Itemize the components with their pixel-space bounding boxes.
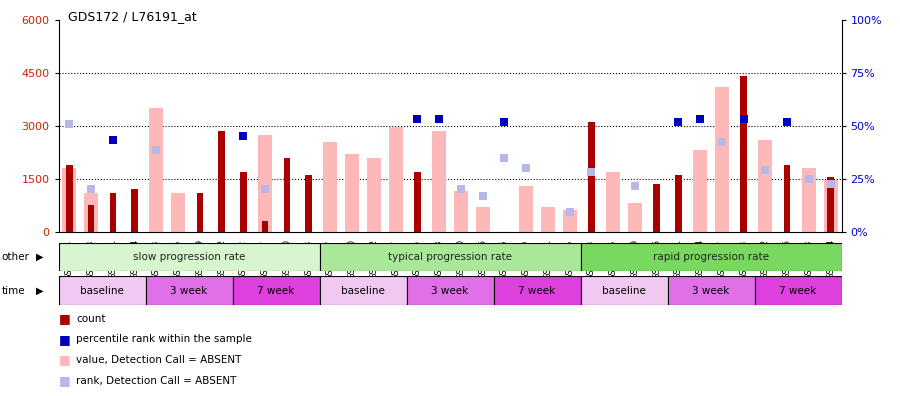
Bar <box>389 128 402 232</box>
Bar <box>320 243 580 271</box>
Bar <box>414 171 420 232</box>
Bar <box>759 140 772 232</box>
Bar <box>475 207 490 232</box>
Bar <box>675 175 681 232</box>
Bar <box>345 154 359 232</box>
Bar <box>519 186 533 232</box>
Bar <box>58 243 320 271</box>
Bar <box>580 276 668 305</box>
Bar <box>493 276 580 305</box>
Text: 3 week: 3 week <box>692 286 730 296</box>
Bar <box>219 131 225 232</box>
Text: time: time <box>2 286 25 296</box>
Bar <box>284 158 290 232</box>
Text: ■: ■ <box>58 374 70 387</box>
Text: count: count <box>76 314 106 324</box>
Bar <box>407 276 493 305</box>
Text: rapid progression rate: rapid progression rate <box>653 252 769 262</box>
Bar <box>824 181 838 232</box>
Bar <box>802 168 816 232</box>
Bar <box>580 243 842 271</box>
Bar <box>827 177 833 232</box>
Bar <box>541 207 555 232</box>
Text: ■: ■ <box>58 354 70 366</box>
Bar <box>240 171 247 232</box>
Bar <box>367 158 381 232</box>
Text: baseline: baseline <box>341 286 385 296</box>
Text: ▶: ▶ <box>36 286 43 296</box>
Text: GDS172 / L76191_at: GDS172 / L76191_at <box>68 10 196 23</box>
Text: 7 week: 7 week <box>518 286 555 296</box>
Bar <box>62 168 77 232</box>
Bar <box>589 122 595 232</box>
Text: baseline: baseline <box>80 286 124 296</box>
Bar <box>715 87 729 232</box>
Text: baseline: baseline <box>602 286 646 296</box>
Bar <box>454 191 468 232</box>
Text: percentile rank within the sample: percentile rank within the sample <box>76 334 252 345</box>
Bar <box>668 276 754 305</box>
Text: ▶: ▶ <box>36 252 43 262</box>
Text: 3 week: 3 week <box>170 286 208 296</box>
Text: other: other <box>2 252 30 262</box>
Bar <box>628 204 642 232</box>
Text: 7 week: 7 week <box>779 286 816 296</box>
Bar <box>562 210 577 232</box>
Bar <box>131 189 138 232</box>
Bar <box>110 193 116 232</box>
Bar <box>58 276 146 305</box>
Bar <box>84 193 98 232</box>
Bar <box>146 276 232 305</box>
Bar <box>67 165 73 232</box>
Bar <box>754 276 842 305</box>
Bar <box>432 131 446 232</box>
Text: rank, Detection Call = ABSENT: rank, Detection Call = ABSENT <box>76 375 237 386</box>
Text: typical progression rate: typical progression rate <box>388 252 512 262</box>
Text: 3 week: 3 week <box>431 286 469 296</box>
Bar <box>741 76 747 232</box>
Bar <box>653 184 660 232</box>
Bar <box>320 276 407 305</box>
Bar <box>323 142 338 232</box>
Text: ■: ■ <box>58 312 70 325</box>
Bar <box>606 171 620 232</box>
Bar <box>258 135 272 232</box>
Bar <box>784 165 790 232</box>
Text: ■: ■ <box>58 333 70 346</box>
Bar <box>262 221 268 232</box>
Bar <box>693 150 707 232</box>
Bar <box>232 276 320 305</box>
Bar <box>171 193 185 232</box>
Text: 7 week: 7 week <box>257 286 294 296</box>
Text: slow progression rate: slow progression rate <box>133 252 245 262</box>
Bar <box>149 108 164 232</box>
Bar <box>305 175 311 232</box>
Bar <box>197 193 203 232</box>
Bar <box>88 205 94 232</box>
Text: value, Detection Call = ABSENT: value, Detection Call = ABSENT <box>76 355 242 365</box>
